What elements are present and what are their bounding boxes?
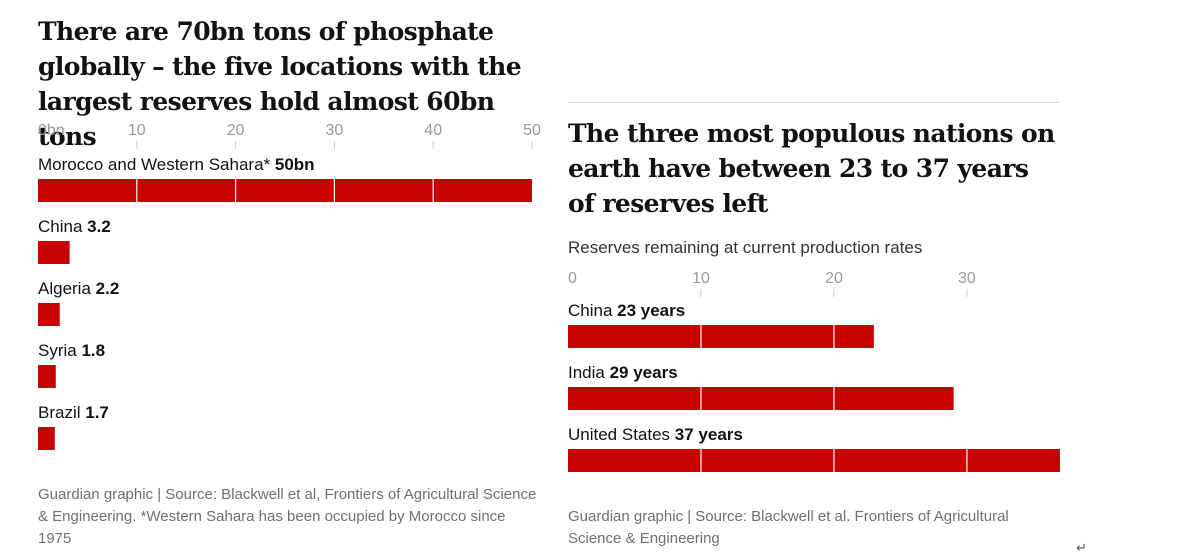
bar: [38, 365, 56, 388]
bar: [38, 179, 532, 202]
left-bar-chart: 0bn 10 20 30 40 50 Morocco and Western Sahara*…: [38, 122, 541, 450]
left-chart-panel: There are 70bn tons of phosphate globall…: [38, 14, 538, 154]
bar-category-label: China 3.2: [38, 217, 111, 236]
tick-label: 30: [326, 122, 344, 139]
bar-category-label: Morocco and Western Sahara* 50bn: [38, 155, 315, 174]
category-name: Algeria: [38, 279, 96, 298]
tick-label: 10: [128, 122, 146, 139]
data-label: 3.2: [87, 217, 111, 236]
category-name: Brazil: [38, 403, 85, 422]
tick-label: 20: [227, 122, 245, 139]
data-label: 1.7: [85, 403, 109, 422]
tick-label: 0: [568, 270, 577, 287]
left-chart-title: There are 70bn tons of phosphate globall…: [38, 17, 522, 151]
right-source-note: Guardian graphic | Source: Blackwell et …: [568, 508, 1009, 547]
category-name: China: [568, 301, 617, 320]
tick-label: 10: [692, 270, 710, 287]
right-chart-subtitle: Reserves remaining at current production…: [568, 238, 923, 257]
bar-category-label: India 29 years: [568, 363, 678, 382]
bar-category-label: Syria 1.8: [38, 341, 105, 360]
bar: [568, 449, 1060, 472]
bar: [568, 387, 954, 410]
data-label: 50bn: [275, 155, 315, 174]
bar: [38, 241, 70, 264]
category-name: Morocco and Western Sahara*: [38, 155, 275, 174]
category-name: India: [568, 363, 610, 382]
data-label: 23 years: [617, 301, 685, 320]
tick-label: 40: [424, 122, 442, 139]
return-arrow-icon: ↵: [1076, 540, 1087, 555]
tick-label: 30: [958, 270, 976, 287]
category-name: Syria: [38, 341, 81, 360]
data-label: 37 years: [675, 425, 743, 444]
bar: [38, 303, 60, 326]
bar: [38, 427, 55, 450]
right-chart-title: The three most populous nations on earth…: [568, 119, 1055, 218]
right-bar-chart: 0 10 20 30 China 23 years India 29 years Unite…: [568, 270, 1060, 472]
left-source-note: Guardian graphic | Source: Blackwell et …: [38, 486, 537, 547]
bar-category-label: United States 37 years: [568, 425, 743, 444]
category-name: China: [38, 217, 87, 236]
data-label: 1.8: [81, 341, 105, 360]
bar-category-label: Algeria 2.2: [38, 279, 119, 298]
bar: [568, 325, 874, 348]
section-divider: [568, 102, 1060, 103]
tick-label: 0bn: [38, 122, 65, 139]
tick-label: 20: [825, 270, 843, 287]
data-label: 29 years: [610, 363, 678, 382]
tick-label: 50: [523, 122, 541, 139]
data-label: 2.2: [96, 279, 120, 298]
bar-category-label: China 23 years: [568, 301, 685, 320]
bar-category-label: Brazil 1.7: [38, 403, 109, 422]
category-name: United States: [568, 425, 675, 444]
